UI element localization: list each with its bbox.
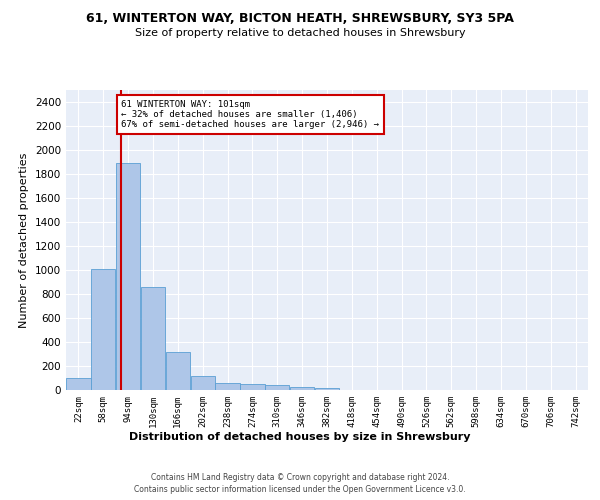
Bar [240,384,265,390]
Bar [290,387,314,390]
Text: Contains public sector information licensed under the Open Government Licence v3: Contains public sector information licen… [134,485,466,494]
Y-axis label: Number of detached properties: Number of detached properties [19,152,29,328]
Bar [66,378,91,390]
Bar [91,269,115,390]
Bar [265,385,289,390]
Text: 61, WINTERTON WAY, BICTON HEATH, SHREWSBURY, SY3 5PA: 61, WINTERTON WAY, BICTON HEATH, SHREWSB… [86,12,514,26]
Bar [191,376,215,390]
Bar [141,287,165,390]
Text: 61 WINTERTON WAY: 101sqm
← 32% of detached houses are smaller (1,406)
67% of sem: 61 WINTERTON WAY: 101sqm ← 32% of detach… [121,100,379,130]
Text: Contains HM Land Registry data © Crown copyright and database right 2024.: Contains HM Land Registry data © Crown c… [151,472,449,482]
Bar [116,163,140,390]
Bar [315,388,339,390]
Bar [166,352,190,390]
Text: Distribution of detached houses by size in Shrewsbury: Distribution of detached houses by size … [129,432,471,442]
Text: Size of property relative to detached houses in Shrewsbury: Size of property relative to detached ho… [134,28,466,38]
Bar [215,383,240,390]
